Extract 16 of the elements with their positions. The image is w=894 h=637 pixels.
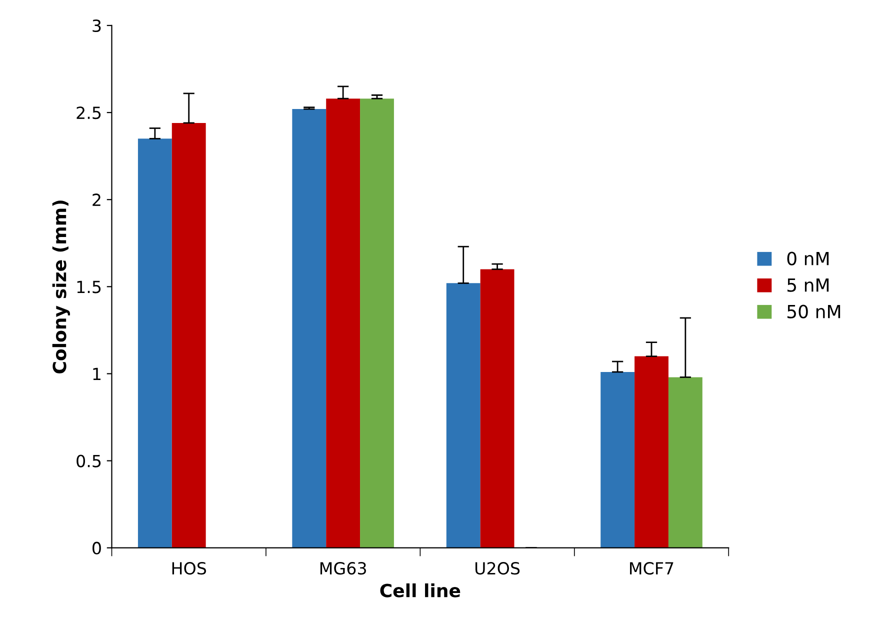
x-axis-title: Cell line — [380, 583, 460, 598]
y-tick-label: 1.5 — [77, 280, 101, 294]
x-tick-label: MG63 — [320, 562, 366, 575]
y-tick-label: 2.5 — [76, 106, 101, 120]
x-tick-label: HOS — [172, 562, 206, 575]
legend-label: 0 nM — [787, 252, 829, 266]
legend-label: 50 nM — [787, 304, 840, 318]
x-tick-label: U2OS — [475, 562, 520, 575]
y-tick-label: 0.5 — [76, 454, 101, 468]
y-axis-title: Colony size (mm) — [52, 200, 70, 374]
y-tick-label: 2 — [92, 194, 100, 206]
legend-label: 5 nM — [787, 278, 829, 292]
y-tick-label: 0 — [92, 542, 101, 554]
x-tick-label: MCF7 — [630, 562, 674, 575]
y-tick-label: 1 — [93, 368, 100, 380]
y-tick-label: 3 — [92, 19, 101, 32]
